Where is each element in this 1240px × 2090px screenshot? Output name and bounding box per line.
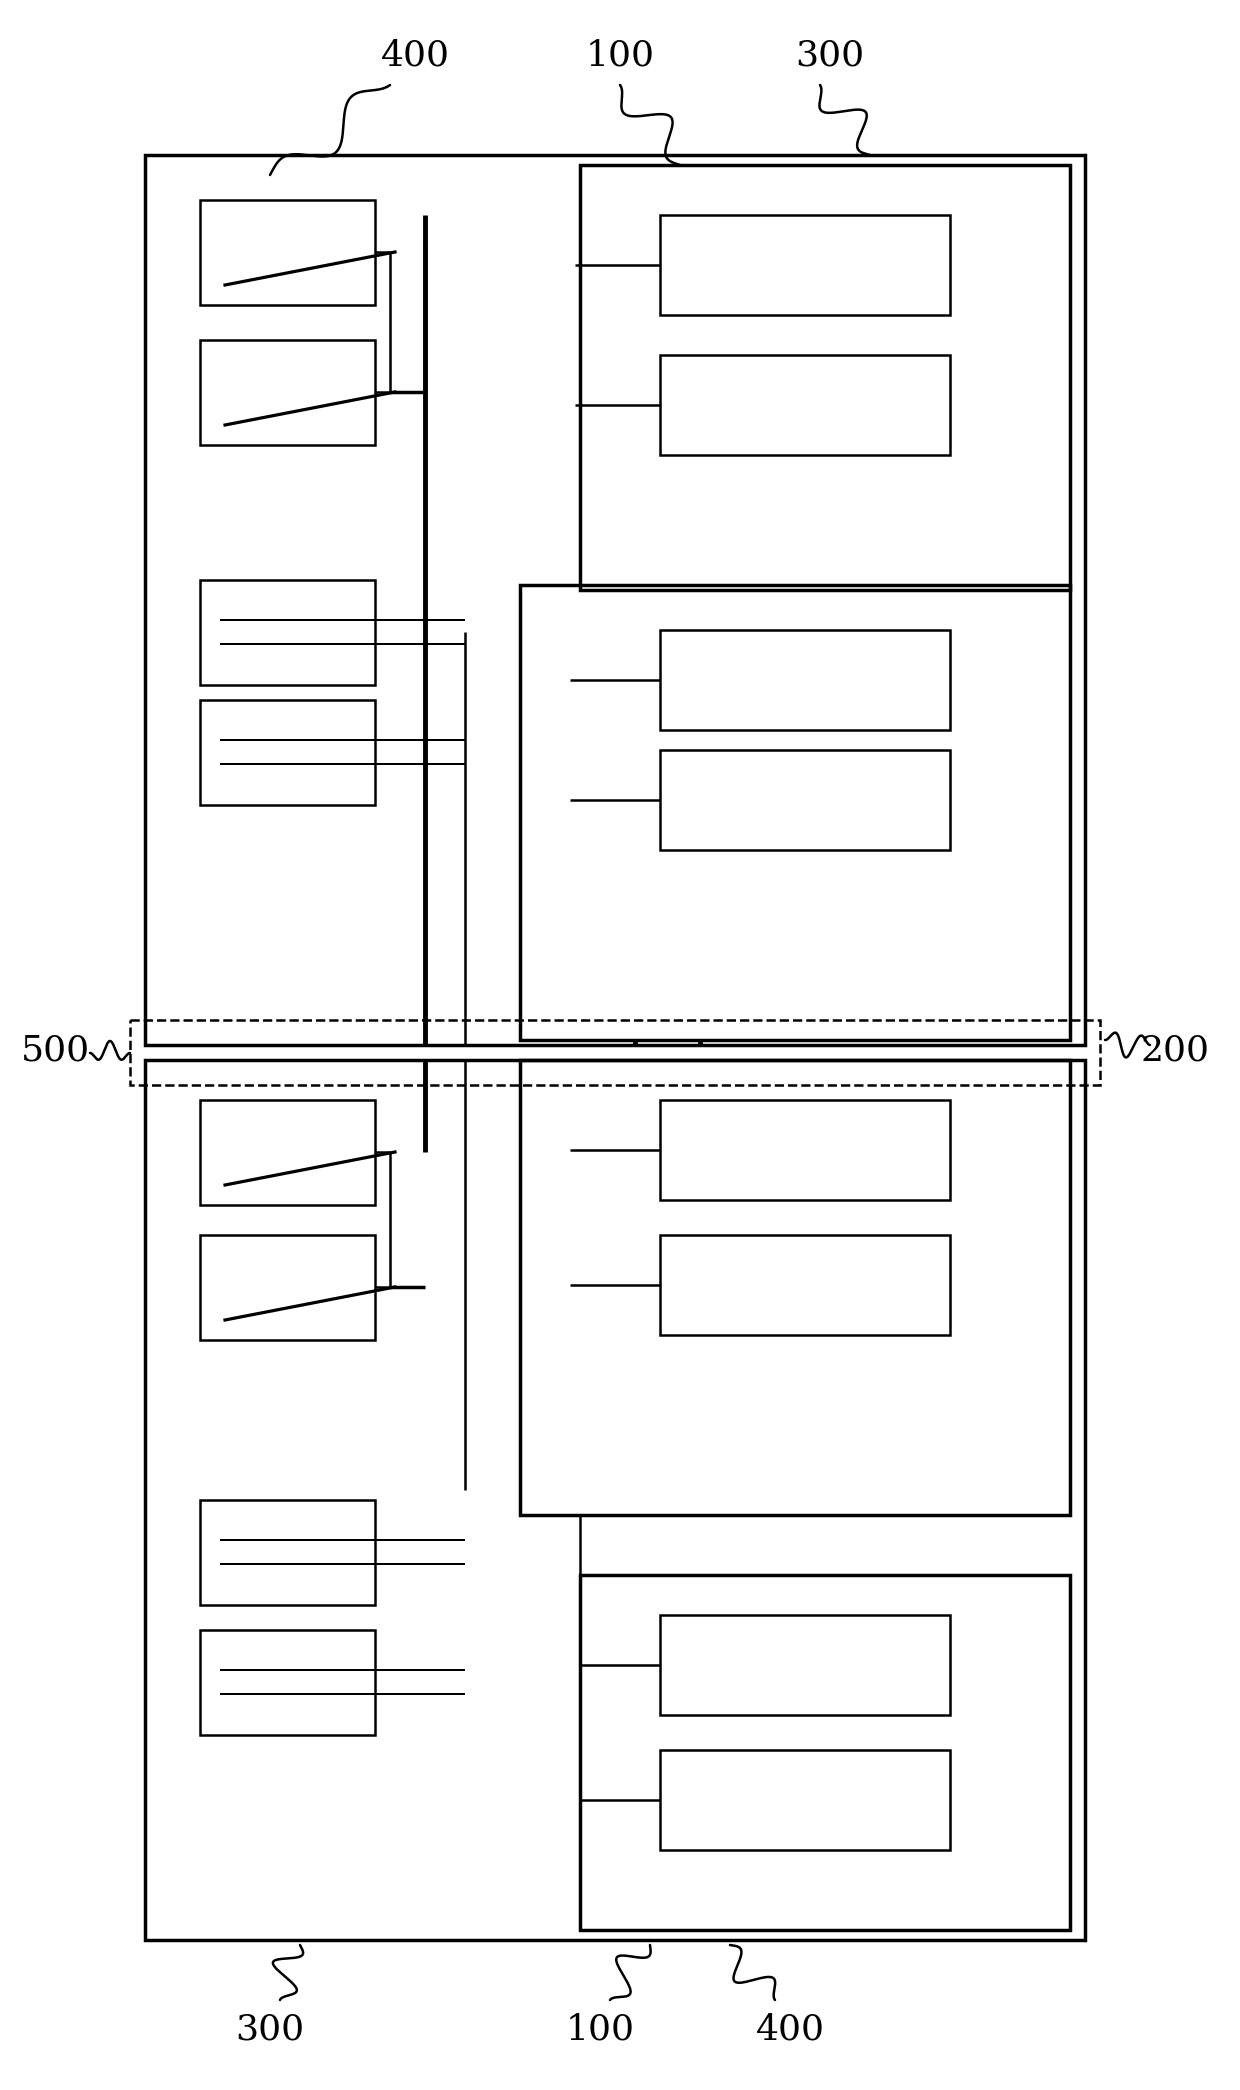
Bar bbox=[660, 1616, 950, 1716]
Bar bbox=[200, 1630, 374, 1735]
Text: 400: 400 bbox=[381, 38, 450, 71]
Bar bbox=[580, 165, 1070, 589]
Bar bbox=[580, 1576, 1070, 1929]
Text: 400: 400 bbox=[755, 2013, 825, 2046]
Text: 200: 200 bbox=[1141, 1032, 1209, 1068]
Bar bbox=[130, 1020, 1100, 1085]
Bar bbox=[200, 1099, 374, 1206]
Bar bbox=[200, 581, 374, 686]
Bar bbox=[200, 1235, 374, 1340]
Bar bbox=[520, 1060, 1070, 1515]
Bar bbox=[200, 700, 374, 805]
Bar bbox=[660, 355, 950, 456]
Text: 100: 100 bbox=[565, 2013, 635, 2046]
Bar bbox=[660, 1099, 950, 1200]
Text: 300: 300 bbox=[236, 2013, 305, 2046]
Bar bbox=[660, 215, 950, 316]
Bar bbox=[660, 629, 950, 729]
Bar bbox=[520, 585, 1070, 1041]
Text: 300: 300 bbox=[795, 38, 864, 71]
Bar bbox=[145, 155, 1085, 1045]
Text: 100: 100 bbox=[585, 38, 655, 71]
Bar bbox=[200, 1501, 374, 1605]
Bar bbox=[200, 341, 374, 445]
Bar bbox=[660, 1749, 950, 1850]
Bar bbox=[145, 1060, 1085, 1940]
Bar bbox=[660, 750, 950, 851]
Bar bbox=[660, 1235, 950, 1336]
Text: 500: 500 bbox=[20, 1032, 89, 1068]
Bar bbox=[200, 201, 374, 305]
